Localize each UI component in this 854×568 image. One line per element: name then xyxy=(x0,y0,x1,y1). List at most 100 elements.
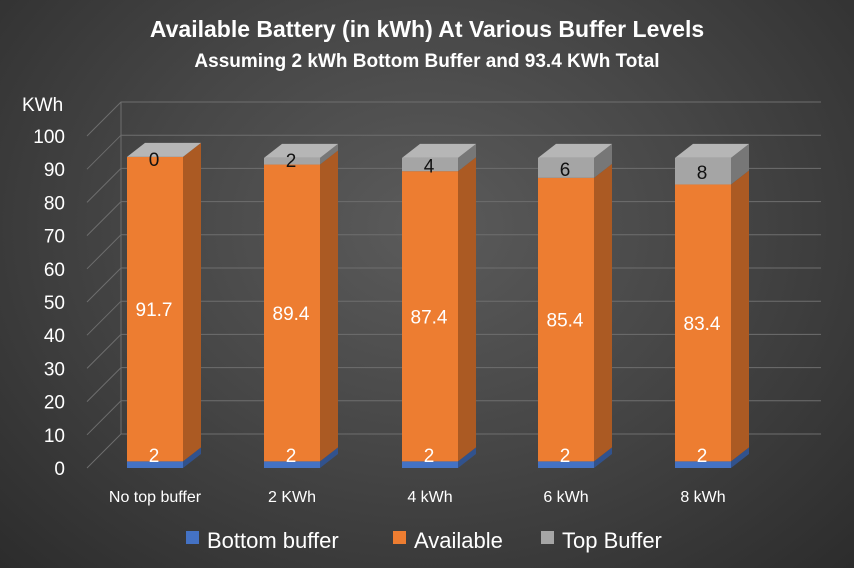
y-tick-label: 50 xyxy=(44,293,65,314)
bar-front-face xyxy=(402,461,458,468)
bar-side-face xyxy=(458,143,476,172)
bar-side-face xyxy=(183,142,201,462)
bar-side-face xyxy=(731,447,749,468)
bar-segment-top-buffer xyxy=(538,143,612,178)
x-tick-label: 4 kWh xyxy=(407,489,452,506)
y-tick-label: 60 xyxy=(44,260,65,281)
bar-segment-bottom-buffer xyxy=(402,447,476,468)
data-label: 8 xyxy=(697,163,708,184)
bar-side-face xyxy=(731,143,749,185)
bar-top-face xyxy=(127,142,201,157)
legend-label: Bottom buffer xyxy=(207,528,339,553)
legend: Bottom buffer Available Top Buffer xyxy=(186,528,662,553)
y-tick-label: 90 xyxy=(44,160,65,181)
bar-front-face xyxy=(402,157,458,172)
chart-title: Available Battery (in kWh) At Various Bu… xyxy=(150,16,704,42)
data-label: 2 xyxy=(424,446,435,467)
data-label: 4 xyxy=(424,157,435,178)
data-label: 2 xyxy=(149,446,160,467)
bar-side-face xyxy=(458,447,476,468)
bar-front-face xyxy=(127,156,183,462)
legend-label: Top Buffer xyxy=(562,528,662,553)
grid-layer xyxy=(86,101,821,469)
bar-segment-top-buffer xyxy=(675,143,749,185)
data-label: 2 xyxy=(560,446,571,467)
bar-front-face xyxy=(675,157,731,185)
data-label: 83.4 xyxy=(684,314,721,335)
bar-top-face xyxy=(264,143,338,158)
bar-front-face xyxy=(538,461,594,468)
y-axis-label: KWh xyxy=(22,95,63,116)
bar-stack xyxy=(402,143,476,468)
x-tick-label: 2 KWh xyxy=(268,489,316,506)
bar-segment-bottom-buffer xyxy=(675,447,749,468)
bar-front-face xyxy=(538,177,594,462)
y-tick-label: 40 xyxy=(44,326,65,347)
chart-subtitle: Assuming 2 kWh Bottom Buffer and 93.4 KW… xyxy=(194,51,659,72)
legend-swatch xyxy=(393,531,406,544)
bar-front-face xyxy=(264,157,320,165)
bar-side-face xyxy=(594,163,612,462)
bar-side-face xyxy=(320,143,338,165)
bar-top-face xyxy=(675,143,749,158)
bar-front-face xyxy=(538,157,594,178)
bar-side-face xyxy=(183,447,201,468)
bar-side-face xyxy=(594,143,612,178)
data-label: 89.4 xyxy=(273,304,310,325)
legend-label: Available xyxy=(414,528,503,553)
y-tick-label: 0 xyxy=(54,459,65,480)
data-label: 87.4 xyxy=(411,307,448,328)
y-tick-label: 100 xyxy=(33,127,65,148)
data-label: 85.4 xyxy=(547,311,584,332)
data-label: 0 xyxy=(149,150,160,171)
data-label: 6 xyxy=(560,160,571,181)
bar-front-face xyxy=(264,164,320,462)
bar-front-face xyxy=(264,461,320,468)
bar-top-face xyxy=(538,143,612,158)
bar-segment-top-buffer xyxy=(402,143,476,172)
bar-side-face xyxy=(458,157,476,462)
bar-segment-available xyxy=(264,150,338,462)
bar-segment-top-buffer xyxy=(127,142,201,157)
bar-side-face xyxy=(320,447,338,468)
bar-segment-available xyxy=(127,142,201,462)
bar-segment-available xyxy=(538,163,612,462)
y-tick-label: 10 xyxy=(44,426,65,447)
bar-top-face xyxy=(402,143,476,158)
x-tick-label: No top buffer xyxy=(109,489,202,506)
bar-stack xyxy=(264,143,338,468)
data-label: 2 xyxy=(286,151,297,172)
bar-stack xyxy=(675,143,749,468)
legend-swatch xyxy=(186,531,199,544)
data-label: 2 xyxy=(697,446,708,467)
bar-front-face xyxy=(127,461,183,468)
data-label: 2 xyxy=(286,446,297,467)
y-tick-label: 30 xyxy=(44,359,65,380)
text-layer: Available Battery (in kWh) At Various Bu… xyxy=(22,16,726,506)
bar-segment-bottom-buffer xyxy=(538,447,612,468)
bars-layer xyxy=(127,142,749,468)
bar-front-face xyxy=(675,184,731,462)
legend-swatch xyxy=(541,531,554,544)
bar-side-face xyxy=(320,150,338,462)
bar-side-face xyxy=(594,447,612,468)
bar-stack xyxy=(127,142,201,468)
bar-segment-top-buffer xyxy=(264,143,338,165)
y-tick-label: 80 xyxy=(44,193,65,214)
x-tick-label: 6 kWh xyxy=(543,489,588,506)
y-tick-label: 20 xyxy=(44,393,65,414)
bar-segment-bottom-buffer xyxy=(127,447,201,468)
bar-stack xyxy=(538,143,612,468)
legend-item: Available xyxy=(393,528,503,553)
bar-segment-bottom-buffer xyxy=(264,447,338,468)
bar-segment-available xyxy=(402,157,476,462)
x-tick-label: 8 kWh xyxy=(680,489,725,506)
bar-front-face xyxy=(675,461,731,468)
legend-item: Bottom buffer xyxy=(186,528,339,553)
gridline xyxy=(86,101,821,137)
bar-side-face xyxy=(731,170,749,462)
legend-item: Top Buffer xyxy=(541,528,662,553)
bar-segment-available xyxy=(675,170,749,462)
